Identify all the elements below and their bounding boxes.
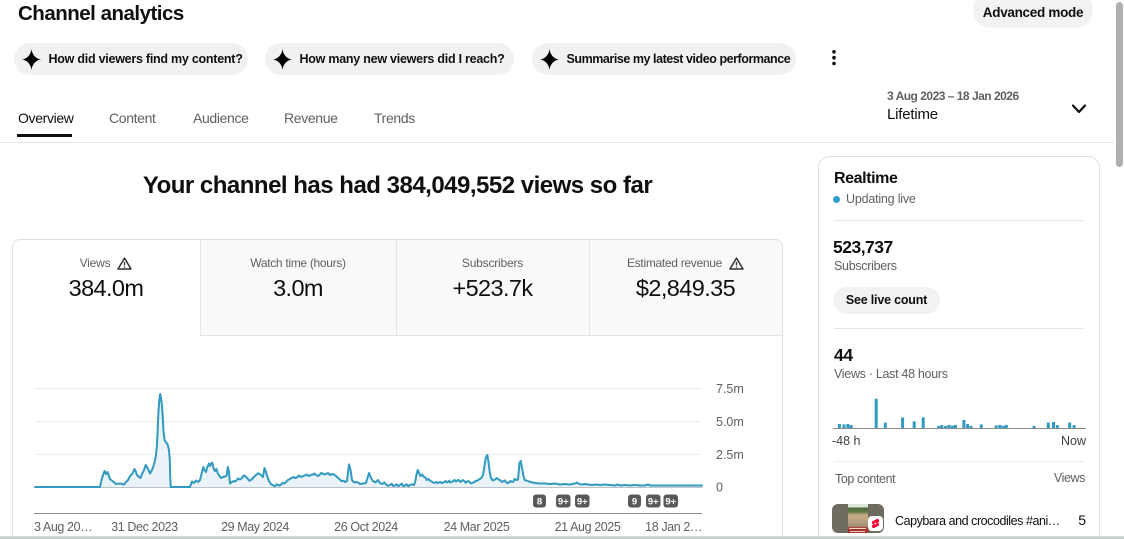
svg-text:3 Aug 20…: 3 Aug 20… [34, 520, 92, 534]
svg-text:21 Aug 2025: 21 Aug 2025 [555, 520, 621, 534]
svg-text:8: 8 [537, 497, 542, 508]
svg-text:31 Dec 2023: 31 Dec 2023 [111, 520, 178, 534]
svg-text:9+: 9+ [648, 497, 659, 508]
svg-text:9+: 9+ [665, 497, 676, 508]
svg-text:18 Jan 2…: 18 Jan 2… [645, 520, 702, 534]
svg-text:24 Mar 2025: 24 Mar 2025 [444, 520, 510, 534]
svg-text:0: 0 [716, 481, 723, 495]
svg-text:9+: 9+ [558, 497, 569, 508]
svg-text:9: 9 [632, 497, 637, 508]
svg-text:2.5m: 2.5m [716, 448, 744, 462]
svg-text:26 Oct 2024: 26 Oct 2024 [334, 520, 398, 534]
svg-text:7.5m: 7.5m [716, 382, 744, 396]
svg-text:29 May 2024: 29 May 2024 [221, 520, 289, 534]
svg-text:9+: 9+ [577, 497, 588, 508]
svg-text:5.0m: 5.0m [716, 415, 744, 429]
